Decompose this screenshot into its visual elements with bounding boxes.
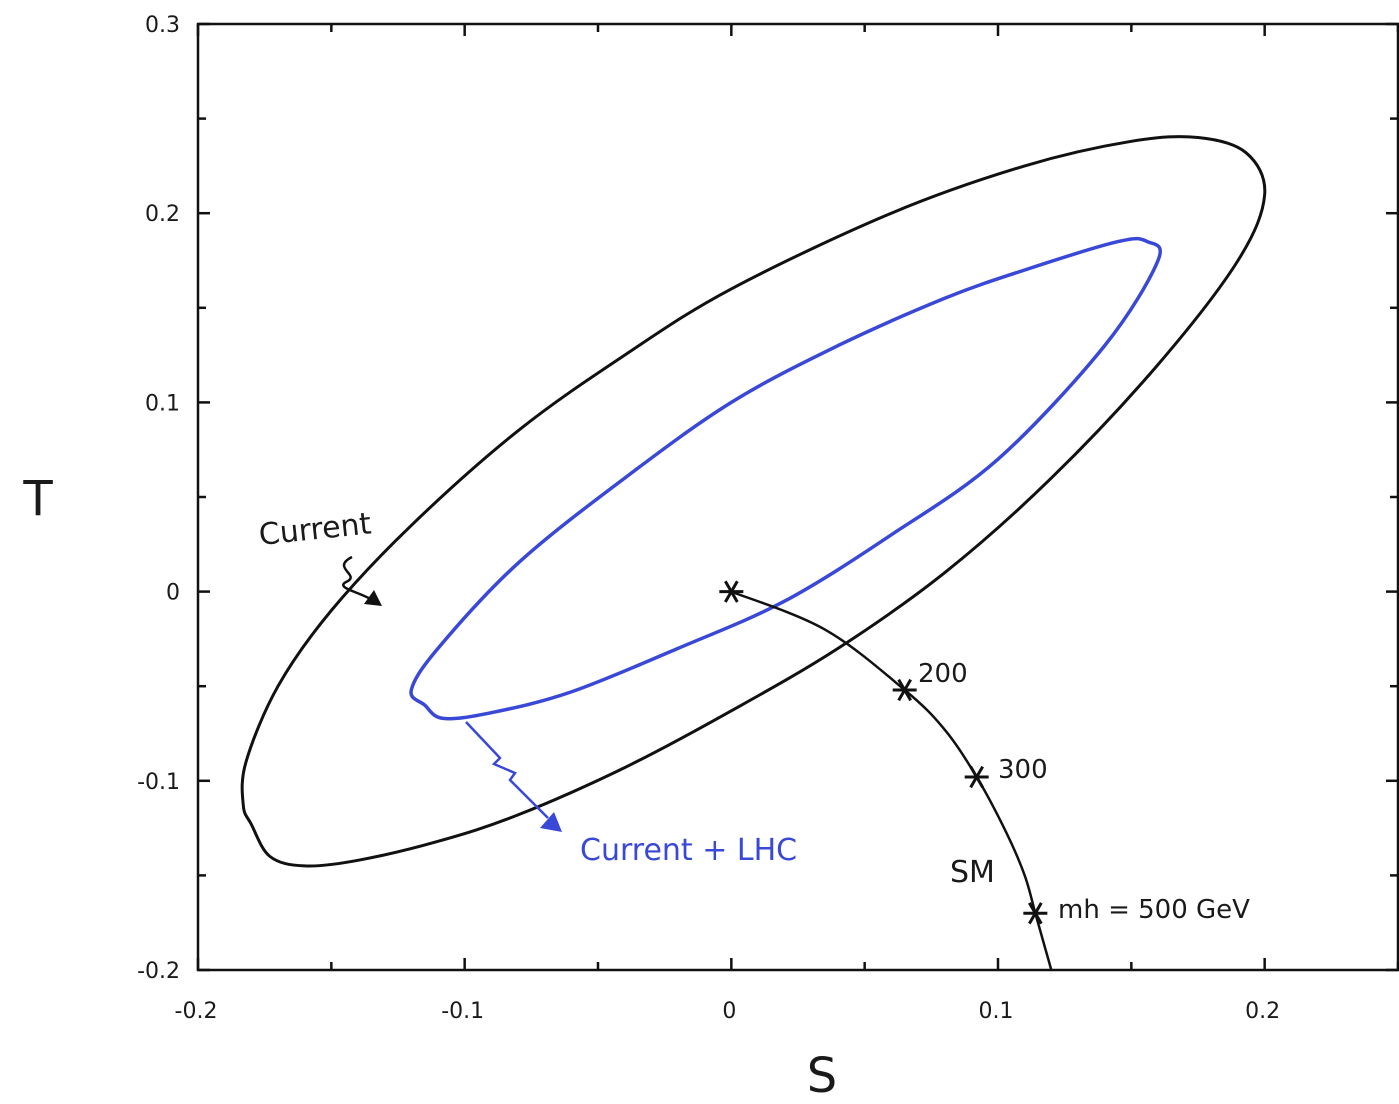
series-current-contour [240,135,1267,868]
y-tick-label: -0.1 [137,770,180,795]
arrow-current [342,555,373,602]
y-tick-label: 0 [166,581,180,606]
arrow-current-lhc [465,721,549,819]
y-tick-label: 0.1 [145,391,180,416]
sm-marker-0 [719,580,744,603]
x-tick-label: 0.1 [979,999,1014,1024]
plot-frame [196,22,1399,972]
label-sm: SM [950,855,995,890]
arrow-current-lhc-head [540,812,562,832]
label-current-lhc: Current + LHC [580,833,797,868]
y-tick-label: 0.2 [145,202,180,227]
x-axis-label: S [807,1048,837,1104]
sm-marker-2 [964,765,989,789]
axis-ticks [196,22,1399,972]
label-m200: 200 [918,659,968,689]
y-tick-label: 0.3 [145,13,180,38]
x-tick-label: 0 [722,999,736,1024]
series-current-lhc-contour [409,236,1163,721]
y-axis-label: T [22,471,53,527]
sm-marker-1 [892,678,917,702]
x-tick-label: -0.1 [441,999,484,1024]
tick-labels: -0.2 -0.1 0 0.1 0.2 -0.2 -0.1 0 0.1 0.2 0.3 [137,13,1280,1024]
label-m300: 300 [998,755,1048,785]
x-tick-label: 0.2 [1245,999,1280,1024]
label-mass-500: mh = 500 GeV [1058,895,1250,925]
y-tick-label: -0.2 [137,959,180,984]
sm-marker-3 [1023,902,1048,925]
label-current: Current [257,506,373,553]
arrow-current-head [364,590,382,606]
sm-markers [719,580,1048,925]
x-tick-label: -0.2 [175,999,218,1024]
